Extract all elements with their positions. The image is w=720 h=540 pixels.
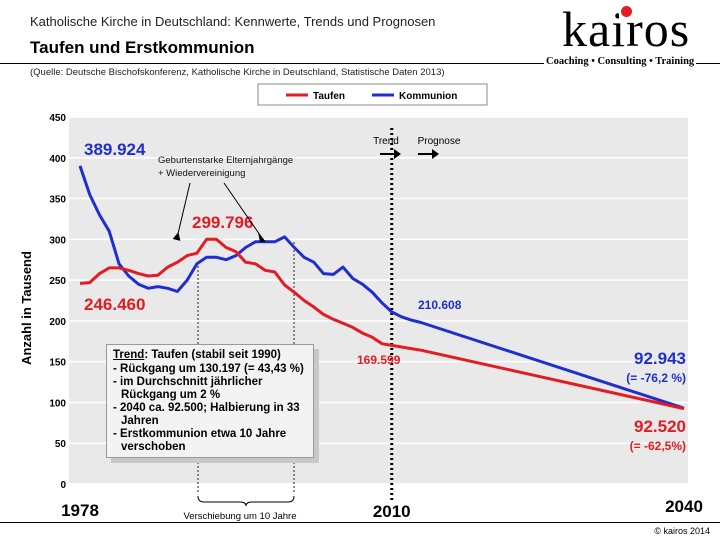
trend-arrow-icon xyxy=(380,149,401,159)
y-tick-label-0: 0 xyxy=(60,480,66,491)
label-trend: Trend xyxy=(373,136,399,147)
label-kommunion-2010: 210.608 xyxy=(418,298,462,312)
trend-box: Trend: Taufen (stabil seit 1990) - Rückg… xyxy=(106,344,314,458)
annotation-geburtenstark-line1: Geburtenstarke Elternjahrgänge xyxy=(158,155,293,166)
label-taufen-start: 246.460 xyxy=(84,295,145,314)
arrow-geburtenstark-right xyxy=(223,182,263,239)
arrow-geburtenstark-left xyxy=(176,182,191,239)
label-taufen-peak: 299.796 xyxy=(192,213,253,232)
label-prognose: Prognose xyxy=(418,136,461,147)
y-tick-label-50: 50 xyxy=(55,439,67,450)
trend-box-item: - im Durchschnitt jährlicher Rückgang um… xyxy=(113,376,263,401)
shift-brace xyxy=(197,495,295,507)
trend-box-item: - Rückgang um 130.197 (= 43,43 %) xyxy=(113,363,304,375)
footer-copyright: © kairos 2014 xyxy=(654,526,710,536)
trend-box-heading-rest: : Taufen (stabil seit 1990) xyxy=(144,349,281,361)
y-tick-label-350: 350 xyxy=(49,195,66,206)
trend-box-item: - 2040 ca. 92.500; Halbierung in 33 Jahr… xyxy=(113,402,300,427)
legend-label-taufen: Taufen xyxy=(313,91,345,102)
series-line-taufen xyxy=(79,237,685,411)
trend-box-heading-prefix: Trend xyxy=(113,349,145,361)
logo-tagline: Coaching • Consulting • Training xyxy=(544,56,697,67)
legend-label-kommunion: Kommunion xyxy=(399,91,457,102)
trend-box-list: - Rückgang um 130.197 (= 43,43 %) - im D… xyxy=(113,363,307,454)
y-tick-label-100: 100 xyxy=(49,398,66,409)
y-tick-labels: 0 50 100 150 200 250 300 350 400 450 xyxy=(49,113,66,491)
y-tick-label-300: 300 xyxy=(49,235,66,246)
label-kommunion-2040-change: (= -76,2 %) xyxy=(626,371,686,385)
y-tick-label-250: 250 xyxy=(49,276,66,287)
label-kommunion-2040: 92.943 xyxy=(634,349,686,368)
trend-box-item: - Erstkommunion etwa 10 Jahre verschoben xyxy=(113,428,287,453)
shift-label: Verschiebung um 10 Jahre xyxy=(183,511,296,522)
x-tick-label-1978: 1978 xyxy=(61,501,99,520)
label-kommunion-start: 389.924 xyxy=(84,140,146,159)
y-axis-label: Anzahl in Tausend xyxy=(19,251,34,365)
trend-box-heading: Trend: Taufen (stabil seit 1990) xyxy=(113,349,307,362)
x-tick-label-2040: 2040 xyxy=(665,497,703,516)
header-subtitle: Katholische Kirche in Deutschland: Kennw… xyxy=(30,14,436,29)
y-tick-label-450: 450 xyxy=(49,113,66,124)
arrow-geburtenstark-left-head xyxy=(172,232,181,241)
arrow-geburtenstark-right-head xyxy=(258,232,266,242)
header-rule xyxy=(0,63,720,64)
y-tick-label-400: 400 xyxy=(49,154,66,165)
legend: Taufen Kommunion xyxy=(257,83,488,106)
x-tick-label-2010: 2010 xyxy=(373,502,411,521)
prognose-arrow-icon xyxy=(418,149,439,159)
y-tick-label-150: 150 xyxy=(49,358,66,369)
page-title: Taufen und Erstkommunion xyxy=(30,38,255,57)
footer-rule xyxy=(0,522,720,523)
label-taufen-2010: 169.599 xyxy=(357,353,401,367)
source-note: (Quelle: Deutsche Bischofskonferenz, Kat… xyxy=(30,67,445,78)
annotation-geburtenstark-line2: + Wiedervereinigung xyxy=(158,168,245,179)
label-taufen-2040-change: (= -62,5%) xyxy=(630,439,686,453)
y-tick-label-200: 200 xyxy=(49,317,66,328)
logo-red-dot-icon xyxy=(621,6,632,17)
series-line-kommunion xyxy=(78,165,685,410)
label-taufen-2040: 92.520 xyxy=(634,417,686,436)
